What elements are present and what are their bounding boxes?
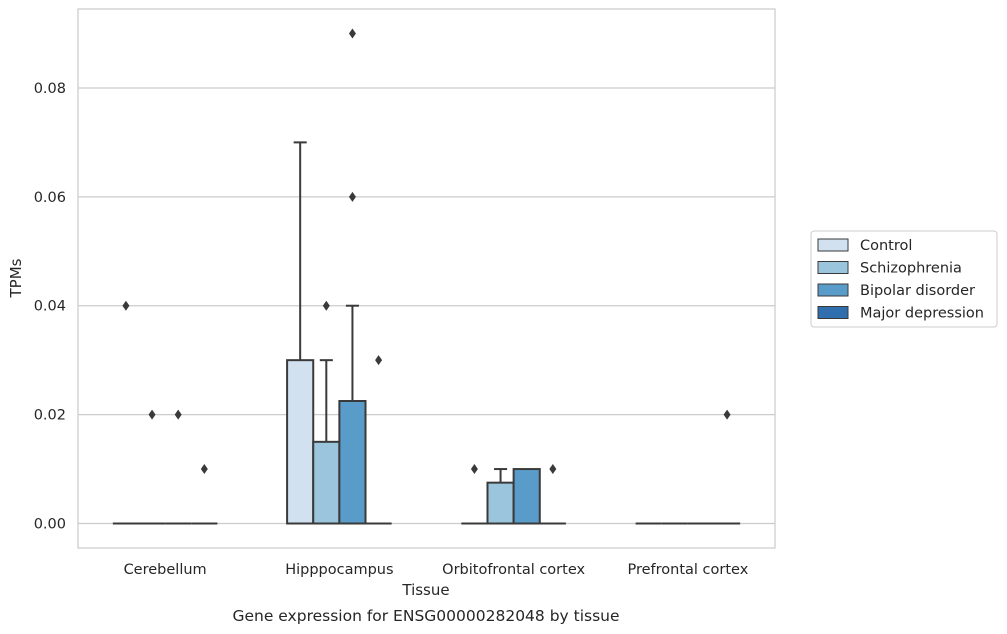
gridlines <box>78 87 775 525</box>
y-axis-ticks: 0.00 0.02 0.04 0.06 0.08 <box>34 81 66 533</box>
y-tick-label: 0.06 <box>34 190 66 206</box>
box-major-depression <box>539 464 566 525</box>
plot-area-frame <box>77 8 776 549</box>
box-schizophrenia <box>486 468 515 525</box>
y-tick-label: 0.02 <box>34 408 66 424</box>
outlier-point <box>723 409 731 420</box>
y-axis-label: TPMs <box>7 258 25 298</box>
box-body <box>512 468 541 525</box>
box-bipolar-disorder <box>338 28 367 525</box>
legend-swatch <box>817 306 849 319</box>
outlier-point <box>348 28 356 39</box>
y-tick-label: 0.08 <box>34 81 66 97</box>
box-body <box>312 440 341 525</box>
x-tick-label: Cerebellum <box>124 562 207 578</box>
x-axis-label: Tissue <box>401 581 449 599</box>
box-major-depression <box>714 409 741 525</box>
outlier-point <box>470 464 478 475</box>
outlier-point <box>148 409 156 420</box>
box-body <box>486 481 515 525</box>
outlier-point <box>348 191 356 202</box>
box-schizophrenia <box>312 300 341 525</box>
legend-label: Schizophrenia <box>860 261 962 277</box>
box-schizophrenia <box>138 409 166 525</box>
legend-frame <box>810 230 998 328</box>
legend-label: Major depression <box>860 306 984 322</box>
outlier-point <box>549 464 557 475</box>
x-tick-label: Prefrontal cortex <box>627 562 748 578</box>
box-body <box>338 400 367 525</box>
legend: Control Schizophrenia Bipolar disorder Majo… <box>810 230 998 328</box>
y-tick-label: 0.04 <box>34 299 66 315</box>
legend-swatch <box>817 238 849 252</box>
box-bipolar-disorder <box>165 409 192 525</box>
outlier-point <box>322 300 330 311</box>
x-tick-label: Hipppocampus <box>285 562 393 578</box>
outlier-point <box>122 300 130 311</box>
box-control <box>461 464 488 525</box>
box-bipolar-disorder <box>512 468 541 525</box>
y-tick-label: 0.00 <box>34 517 66 533</box>
box-major-depression <box>365 355 392 525</box>
box-control <box>286 141 315 525</box>
box-body <box>286 359 315 525</box>
legend-items: Control Schizophrenia Bipolar disorder Majo… <box>817 238 984 322</box>
outlier-point <box>200 464 208 475</box>
legend-swatch <box>817 261 849 274</box>
outlier-point <box>375 355 383 366</box>
box-major-depression <box>191 464 218 525</box>
x-axis-ticks: Cerebellum Hipppocampus Orbitofrontal cort… <box>124 562 749 578</box>
legend-swatch <box>817 283 849 297</box>
legend-label: Control <box>860 238 912 254</box>
legend-label: Bipolar disorder <box>860 283 975 299</box>
outlier-point <box>174 409 182 420</box>
chart-caption: Gene expression for ENSG00000282048 by t… <box>232 607 619 625</box>
box-control <box>112 300 139 525</box>
box-marks <box>112 28 741 525</box>
x-tick-label: Orbitofrontal cortex <box>442 562 585 578</box>
